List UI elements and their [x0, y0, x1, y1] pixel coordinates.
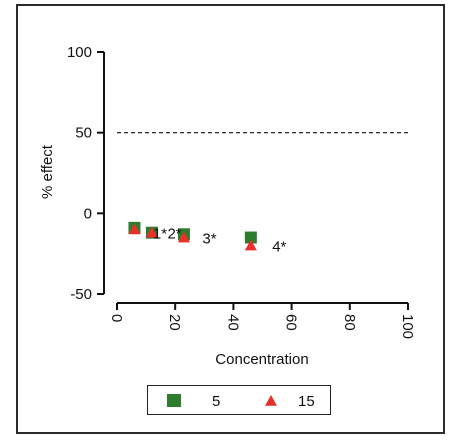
y-tick-label: -50: [70, 286, 92, 303]
y-tick-label: 100: [67, 44, 92, 61]
x-tick-label: 80: [341, 314, 358, 331]
x-axis-title: Concentration: [215, 351, 308, 368]
series-2-point: [177, 231, 190, 243]
legend-label-series-2: 15: [298, 393, 315, 410]
y-ticks: 100 50 0 -50: [67, 44, 104, 303]
axes: [103, 52, 408, 304]
y-axis-title: % effect: [39, 144, 56, 199]
x-tick-label: 60: [283, 314, 300, 331]
y-tick-label: 0: [84, 205, 92, 222]
legend-triangle-marker: [265, 395, 277, 406]
x-tick-label: 20: [166, 314, 183, 331]
point-annotation: 2*: [167, 226, 181, 243]
legend-square-marker: [167, 394, 181, 407]
chart-frame: [16, 4, 445, 434]
series-1-point: [244, 231, 257, 244]
x-tick-label: 0: [108, 314, 125, 322]
point-annotation: 4*: [272, 239, 286, 256]
point-annotation: 1*: [153, 226, 167, 243]
series-2-point: [145, 226, 158, 238]
y-tick-label: 50: [75, 125, 92, 142]
point-annotations: 1* 2* 3* 4*: [153, 226, 287, 256]
legend-label-series-1: 5: [212, 393, 220, 410]
series-2-point: [128, 223, 141, 235]
legend: 5 15: [147, 385, 331, 415]
point-annotation: 3*: [202, 231, 216, 248]
x-tick-label: 40: [224, 314, 241, 331]
series-2-point: [244, 239, 257, 251]
legend-items: 5 15: [167, 393, 315, 410]
x-ticks: 0 20 40 60 80 100: [108, 303, 416, 339]
x-tick-label: 100: [399, 314, 416, 339]
data-marks: [128, 221, 257, 251]
